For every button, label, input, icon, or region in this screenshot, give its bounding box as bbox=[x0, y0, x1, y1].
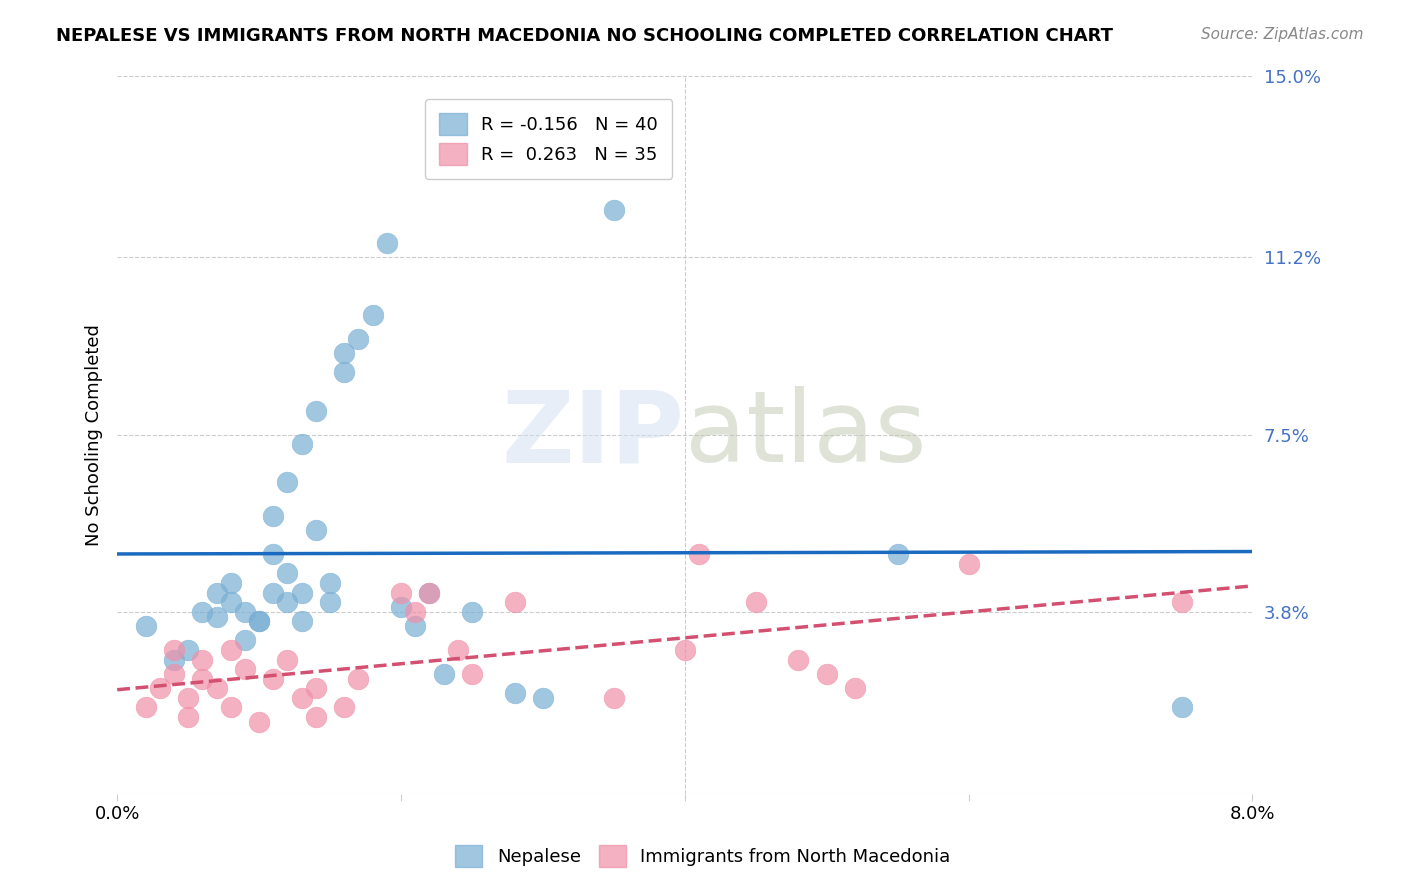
Point bbox=[603, 202, 626, 217]
Text: ZIP: ZIP bbox=[502, 386, 685, 483]
Point bbox=[461, 605, 484, 619]
Point bbox=[305, 710, 328, 724]
Point bbox=[447, 643, 470, 657]
Point bbox=[333, 700, 356, 714]
Point bbox=[347, 672, 370, 686]
Point bbox=[418, 585, 440, 599]
Point bbox=[688, 547, 710, 561]
Point bbox=[219, 643, 242, 657]
Point bbox=[291, 615, 314, 629]
Point bbox=[276, 595, 298, 609]
Point bbox=[503, 595, 526, 609]
Point bbox=[361, 308, 384, 322]
Point bbox=[1170, 595, 1192, 609]
Point bbox=[177, 643, 200, 657]
Point bbox=[389, 585, 412, 599]
Text: Source: ZipAtlas.com: Source: ZipAtlas.com bbox=[1201, 27, 1364, 42]
Point bbox=[305, 681, 328, 696]
Point bbox=[305, 524, 328, 538]
Point bbox=[163, 667, 186, 681]
Point bbox=[177, 690, 200, 705]
Point bbox=[603, 690, 626, 705]
Point bbox=[205, 681, 228, 696]
Point bbox=[247, 615, 270, 629]
Point bbox=[177, 710, 200, 724]
Text: NEPALESE VS IMMIGRANTS FROM NORTH MACEDONIA NO SCHOOLING COMPLETED CORRELATION C: NEPALESE VS IMMIGRANTS FROM NORTH MACEDO… bbox=[56, 27, 1114, 45]
Point bbox=[886, 547, 908, 561]
Point bbox=[1170, 700, 1192, 714]
Point bbox=[844, 681, 866, 696]
Point bbox=[262, 585, 284, 599]
Point bbox=[404, 605, 426, 619]
Point bbox=[163, 652, 186, 666]
Point bbox=[291, 585, 314, 599]
Point bbox=[262, 508, 284, 523]
Point bbox=[247, 615, 270, 629]
Point bbox=[291, 690, 314, 705]
Text: atlas: atlas bbox=[685, 386, 927, 483]
Point bbox=[247, 714, 270, 729]
Point bbox=[276, 475, 298, 490]
Point bbox=[191, 652, 214, 666]
Point bbox=[333, 346, 356, 360]
Point bbox=[957, 557, 980, 571]
Point bbox=[404, 619, 426, 633]
Legend: Nepalese, Immigrants from North Macedonia: Nepalese, Immigrants from North Macedoni… bbox=[449, 838, 957, 874]
Point bbox=[815, 667, 838, 681]
Point bbox=[262, 672, 284, 686]
Point bbox=[191, 672, 214, 686]
Point bbox=[418, 585, 440, 599]
Point bbox=[219, 595, 242, 609]
Point bbox=[219, 700, 242, 714]
Point bbox=[205, 609, 228, 624]
Point bbox=[787, 652, 810, 666]
Point bbox=[305, 403, 328, 417]
Point bbox=[319, 595, 342, 609]
Point bbox=[135, 619, 157, 633]
Point bbox=[291, 437, 314, 451]
Point bbox=[149, 681, 172, 696]
Point bbox=[389, 599, 412, 614]
Point bbox=[276, 566, 298, 581]
Legend: R = -0.156   N = 40, R =  0.263   N = 35: R = -0.156 N = 40, R = 0.263 N = 35 bbox=[425, 99, 672, 179]
Point bbox=[375, 236, 398, 251]
Point bbox=[135, 700, 157, 714]
Point bbox=[745, 595, 768, 609]
Point bbox=[233, 662, 256, 676]
Point bbox=[219, 576, 242, 591]
Point bbox=[191, 605, 214, 619]
Point bbox=[205, 585, 228, 599]
Point bbox=[262, 547, 284, 561]
Point bbox=[673, 643, 696, 657]
Point bbox=[347, 332, 370, 346]
Point bbox=[233, 633, 256, 648]
Point bbox=[503, 686, 526, 700]
Point bbox=[233, 605, 256, 619]
Point bbox=[461, 667, 484, 681]
Point bbox=[276, 652, 298, 666]
Y-axis label: No Schooling Completed: No Schooling Completed bbox=[86, 324, 103, 546]
Point bbox=[163, 643, 186, 657]
Point bbox=[333, 365, 356, 379]
Point bbox=[432, 667, 454, 681]
Point bbox=[319, 576, 342, 591]
Point bbox=[531, 690, 554, 705]
